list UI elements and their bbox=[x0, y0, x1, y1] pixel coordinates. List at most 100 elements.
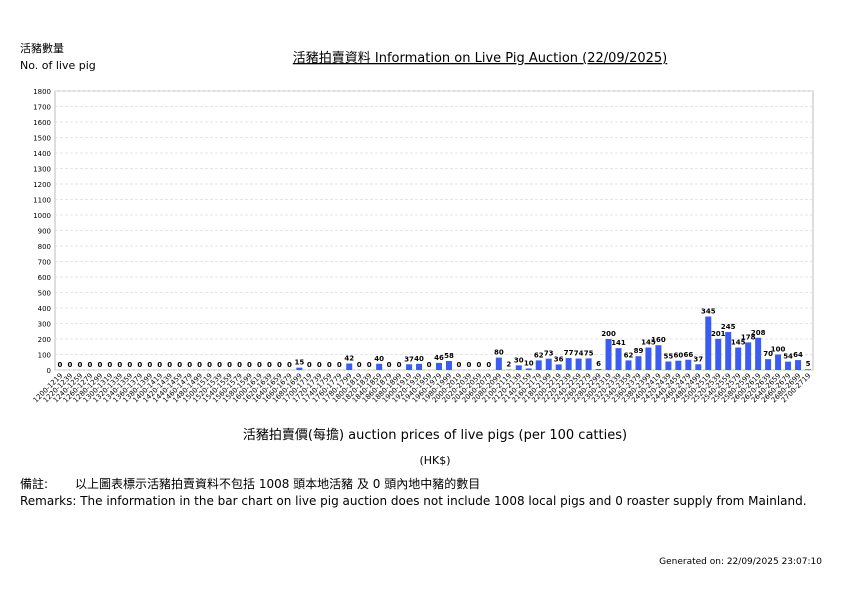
value-label: 0 bbox=[466, 361, 471, 369]
y-tick-label: 1600 bbox=[33, 119, 51, 127]
value-label: 0 bbox=[127, 361, 132, 369]
value-label: 0 bbox=[187, 361, 192, 369]
bar bbox=[376, 364, 382, 370]
value-label: 0 bbox=[207, 361, 212, 369]
value-label: 0 bbox=[147, 361, 152, 369]
x-axis-unit: (HK$) bbox=[419, 454, 450, 467]
value-label: 0 bbox=[267, 361, 272, 369]
value-label: 0 bbox=[217, 361, 222, 369]
y-tick-label: 1000 bbox=[33, 212, 51, 220]
y-tick-label: 1200 bbox=[33, 181, 51, 189]
bar bbox=[805, 369, 811, 370]
value-label: 54 bbox=[783, 353, 793, 361]
value-label: 6 bbox=[596, 360, 601, 368]
value-label: 0 bbox=[277, 361, 282, 369]
bar bbox=[665, 361, 671, 370]
value-label: 0 bbox=[137, 361, 142, 369]
value-label: 37 bbox=[404, 355, 414, 363]
y-tick-label: 1700 bbox=[33, 104, 51, 112]
value-label: 74 bbox=[574, 350, 584, 358]
value-label: 208 bbox=[751, 329, 766, 337]
value-label: 201 bbox=[711, 330, 726, 338]
value-label: 62 bbox=[624, 351, 634, 359]
y-tick-label: 100 bbox=[38, 352, 51, 360]
value-label: 0 bbox=[476, 361, 481, 369]
bar bbox=[735, 348, 741, 370]
value-label: 0 bbox=[317, 361, 322, 369]
plot-frame bbox=[55, 91, 813, 370]
value-label: 30 bbox=[514, 356, 524, 364]
bar bbox=[695, 364, 701, 370]
bar bbox=[436, 363, 442, 370]
value-label: 0 bbox=[167, 361, 172, 369]
value-label: 0 bbox=[177, 361, 182, 369]
value-label: 42 bbox=[344, 354, 354, 362]
value-label: 37 bbox=[693, 355, 703, 363]
value-label: 0 bbox=[157, 361, 162, 369]
y-tick-label: 700 bbox=[38, 259, 51, 267]
y-tick-label: 400 bbox=[38, 305, 51, 313]
y-tick-label: 0 bbox=[47, 367, 51, 375]
value-label: 0 bbox=[307, 361, 312, 369]
value-label: 0 bbox=[287, 361, 292, 369]
bar bbox=[596, 369, 602, 370]
value-label: 40 bbox=[414, 355, 424, 363]
remarks-en: Remarks: The information in the bar char… bbox=[20, 494, 807, 508]
value-label: 2 bbox=[506, 361, 511, 369]
bar bbox=[296, 368, 302, 370]
x-axis-label: 活豬拍賣價(每擔) auction prices of live pigs (p… bbox=[243, 427, 627, 443]
generated: Generated on: 22/09/2025 23:07:10 bbox=[659, 557, 822, 567]
value-label: 0 bbox=[227, 361, 232, 369]
y-tick-label: 1100 bbox=[33, 197, 51, 205]
remarks-zh: 以上圖表標示活豬拍賣資料不包括 1008 頭本地活豬 及 0 頭內地中豬的數目 bbox=[75, 476, 480, 491]
value-label: 0 bbox=[337, 361, 342, 369]
value-label: 60 bbox=[673, 352, 683, 360]
value-label: 10 bbox=[524, 359, 534, 367]
value-label: 0 bbox=[58, 361, 63, 369]
bar bbox=[536, 360, 542, 370]
bar bbox=[675, 361, 681, 370]
bar bbox=[416, 364, 422, 370]
value-label: 75 bbox=[584, 349, 594, 357]
value-label: 0 bbox=[387, 361, 392, 369]
value-label: 0 bbox=[257, 361, 262, 369]
bar bbox=[446, 361, 452, 370]
value-label: 0 bbox=[327, 361, 332, 369]
bar bbox=[616, 348, 622, 370]
value-label: 36 bbox=[554, 355, 564, 363]
value-label: 0 bbox=[237, 361, 242, 369]
value-label: 0 bbox=[87, 361, 92, 369]
value-label: 62 bbox=[534, 351, 544, 359]
value-label: 73 bbox=[544, 350, 554, 358]
value-label: 0 bbox=[367, 361, 372, 369]
value-label: 40 bbox=[374, 355, 384, 363]
value-label: 160 bbox=[651, 336, 666, 344]
bar bbox=[755, 338, 761, 370]
bar bbox=[566, 358, 572, 370]
bar bbox=[576, 359, 582, 370]
value-label: 15 bbox=[294, 359, 304, 367]
value-label: 66 bbox=[683, 351, 693, 359]
bar bbox=[645, 348, 651, 370]
value-label: 55 bbox=[664, 352, 674, 360]
value-label: 0 bbox=[486, 361, 491, 369]
value-label: 0 bbox=[427, 361, 432, 369]
y-tick-label: 1300 bbox=[33, 166, 51, 174]
y-tick-label: 200 bbox=[38, 336, 51, 344]
bar bbox=[346, 363, 352, 370]
bar bbox=[655, 345, 661, 370]
value-label: 80 bbox=[494, 349, 504, 357]
bar bbox=[705, 317, 711, 370]
value-label: 0 bbox=[357, 361, 362, 369]
value-label: 345 bbox=[701, 308, 716, 316]
y-label-zh: 活豬數量 bbox=[20, 41, 64, 55]
y-tick-label: 300 bbox=[38, 321, 51, 329]
bar bbox=[785, 362, 791, 370]
bar bbox=[586, 358, 592, 370]
value-label: 46 bbox=[434, 354, 444, 362]
value-label: 89 bbox=[634, 347, 644, 355]
y-tick-label: 800 bbox=[38, 243, 51, 251]
value-label: 58 bbox=[444, 352, 454, 360]
value-label: 77 bbox=[564, 349, 574, 357]
